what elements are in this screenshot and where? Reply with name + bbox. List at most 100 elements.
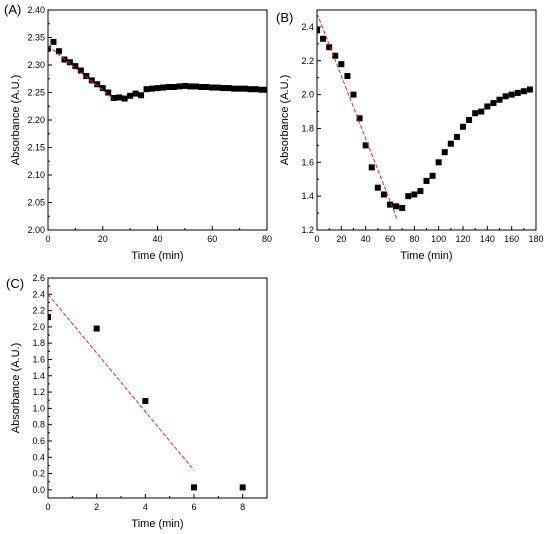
x-tick-label: 2 <box>94 502 99 512</box>
y-tick-label: 2.40 <box>27 5 45 15</box>
data-point <box>236 85 243 92</box>
data-point <box>142 398 149 405</box>
data-point <box>83 73 90 79</box>
data-point <box>429 172 436 179</box>
data-point <box>149 85 156 92</box>
x-axis-label: Time (min) <box>400 250 452 262</box>
data-point <box>214 84 221 91</box>
data-point <box>526 86 533 93</box>
data-point <box>165 84 172 90</box>
y-tick-label: 0.0 <box>32 485 45 495</box>
data-point <box>423 177 430 184</box>
data-point <box>77 67 84 74</box>
data-point <box>239 484 246 491</box>
data-point <box>508 91 515 98</box>
data-point <box>176 83 183 90</box>
y-tick-label: 0.2 <box>32 469 45 479</box>
data-point <box>121 95 128 102</box>
panel-label: (B) <box>276 10 293 25</box>
panel-label: (A) <box>4 2 21 17</box>
y-tick-label: 1.0 <box>32 403 45 413</box>
plot-area <box>48 38 267 102</box>
plot-frame <box>316 9 537 231</box>
data-point <box>170 84 177 90</box>
x-tick-label: 140 <box>480 234 495 244</box>
data-point <box>143 86 150 93</box>
y-tick-label: 2.20 <box>27 115 45 125</box>
data-point <box>460 123 466 130</box>
data-point <box>496 96 503 103</box>
x-tick-label: 40 <box>361 234 371 244</box>
data-point <box>362 142 369 149</box>
y-tick-label: 2.35 <box>27 33 45 43</box>
panel-c: (C) 0 2 4 6 8 0.0 0.2 0.4 0.6 0.8 1.0 1.2 1.4 1.6 1.8 2.… <box>6 273 268 530</box>
data-point <box>187 83 194 90</box>
data-point <box>317 27 320 34</box>
data-point <box>368 164 375 171</box>
plot-area <box>48 293 246 491</box>
data-point <box>55 48 62 55</box>
data-point <box>253 86 260 93</box>
data-point <box>242 85 249 92</box>
y-tick-label: 2.0 <box>32 322 45 332</box>
x-tick-label: 0 <box>45 502 50 512</box>
data-point <box>435 159 442 166</box>
y-tick-label: 1.6 <box>32 354 45 364</box>
y-tick-label: 1.2 <box>32 387 45 397</box>
data-point <box>399 205 406 211</box>
data-point <box>94 81 101 88</box>
x-tick-label: 120 <box>455 234 470 244</box>
fit-line <box>48 45 115 100</box>
x-tick-label: 8 <box>240 502 245 512</box>
data-point <box>490 100 497 107</box>
y-tick-label: 2.05 <box>27 198 45 208</box>
data-point <box>502 93 509 100</box>
data-point <box>88 77 95 84</box>
x-tick-label: 80 <box>262 234 272 244</box>
y-tick-label: 1.4 <box>32 371 45 381</box>
data-point <box>110 95 117 101</box>
plot-frame <box>47 9 268 231</box>
x-tick-label: 6 <box>191 502 196 512</box>
data-point <box>417 188 424 195</box>
data-point <box>48 45 51 52</box>
data-point <box>220 85 227 92</box>
data-point <box>209 84 216 91</box>
x-tick-label: 60 <box>385 234 395 244</box>
y-tick-label: 0.8 <box>32 420 45 430</box>
data-point <box>181 82 188 89</box>
y-tick-label: 1.4 <box>301 191 314 201</box>
panel-b: (B) 0 20 40 60 80 100 120 140 160 180 1.2 1.4 1.6 1.8 2… <box>276 9 544 262</box>
x-tick-label: 100 <box>431 234 446 244</box>
panel-label: (C) <box>6 276 24 291</box>
data-point <box>356 115 363 122</box>
data-point <box>159 84 166 91</box>
data-point <box>484 103 491 110</box>
y-tick-label: 0.4 <box>32 452 45 462</box>
y-tick-label: 1.6 <box>301 157 314 167</box>
data-point <box>466 117 473 123</box>
data-point <box>387 201 393 208</box>
y-axis-label: Absorbance (A.U.) <box>10 343 22 433</box>
data-point <box>225 85 232 92</box>
x-tick-label: 40 <box>152 234 162 244</box>
x-tick-label: 20 <box>98 234 108 244</box>
x-tick-label: 60 <box>207 234 217 244</box>
data-point <box>320 35 327 42</box>
y-tick-label: 1.2 <box>301 225 314 235</box>
fit-line <box>48 293 195 471</box>
data-point <box>332 52 339 59</box>
y-tick-label: 1.8 <box>301 123 314 133</box>
x-tick-label: 0 <box>45 234 50 244</box>
data-point <box>338 61 345 68</box>
data-point <box>405 193 412 200</box>
data-point <box>344 73 351 79</box>
data-point <box>72 63 79 70</box>
data-point <box>116 94 123 101</box>
y-axis-label: Absorbance (A.U.) <box>279 75 291 165</box>
data-point <box>66 59 73 66</box>
data-point <box>99 85 106 92</box>
data-point <box>520 88 527 95</box>
y-tick-label: 2.15 <box>27 143 45 153</box>
y-tick-label: 2.4 <box>32 289 45 299</box>
